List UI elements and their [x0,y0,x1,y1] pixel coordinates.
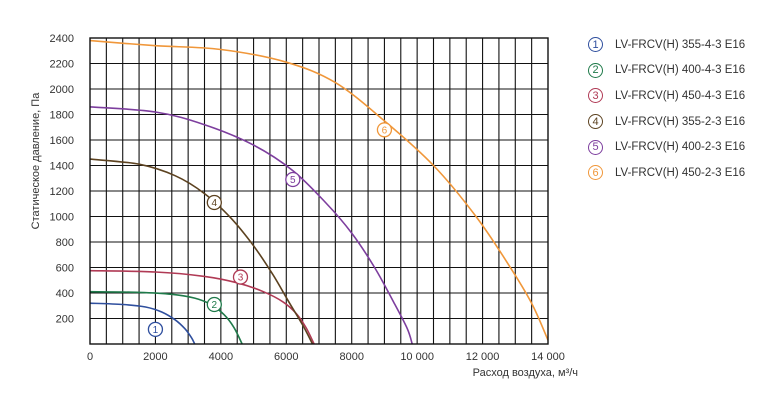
y-axis-label: Статическое давление, Па [30,92,42,230]
curve-3 [89,269,315,345]
curve-marker-label-2: 2 [212,300,218,311]
curve-marker-label-6: 6 [382,125,388,136]
legend-marker: 6 [588,165,603,181]
curve-marker-3 [232,269,249,285]
x-tick-label: 4000 [209,351,233,363]
legend-label: LV-FRCV(H) 400-2-3 E16 [615,141,746,154]
legend-item: 2 LV-FRCV(H) 400-4-3 E16 [588,58,745,84]
curve-4 [89,158,314,345]
curve-marker-label-5: 5 [290,175,296,186]
legend-label: LV-FRCV(H) 450-4-3 E16 [615,89,746,102]
series-curves [89,39,549,345]
plot-frame [89,37,549,345]
legend-item: 4 LV-FRCV(H) 355-2-3 E16 [588,109,745,135]
x-tick-label: 2000 [143,351,167,363]
y-tick-label: 2200 [50,59,74,71]
legend-marker: 2 [588,62,603,78]
y-tick-label: 800 [56,237,74,249]
legend-item: 1 LV-FRCV(H) 355-4-3 E16 [588,32,745,58]
curve-2 [89,290,243,345]
grid [90,38,548,344]
curve-marker-1 [147,321,164,337]
curve-1 [89,302,196,345]
y-tick-label: 2000 [50,84,74,96]
y-tick-label: 1600 [50,135,74,147]
y-tick-label: 400 [56,288,74,300]
x-tick-label: 14 000 [531,351,565,363]
y-tick-label: 200 [56,314,74,326]
axis-ticks: 2004006008001000120014001600180020002200… [50,33,565,363]
y-tick-label: 2400 [50,33,74,45]
y-tick-label: 1000 [50,212,74,224]
curve-marker-label-4: 4 [212,198,218,209]
curve-5 [89,106,413,345]
series-markers: 1 2 3 4 5 6 [147,122,393,337]
curve-marker-5 [285,171,301,188]
y-tick-label: 1800 [50,110,74,122]
legend: 1 LV-FRCV(H) 355-4-3 E16 2 LV-FRCV(H) 400-4… [588,32,745,186]
y-tick-label: 1200 [50,186,74,198]
legend-label: LV-FRCV(H) 355-4-3 E16 [615,38,746,51]
x-tick-label: 6000 [274,351,298,363]
legend-label: LV-FRCV(H) 400-4-3 E16 [615,64,746,77]
legend-label: LV-FRCV(H) 355-2-3 E16 [615,115,746,128]
curve-marker-6 [376,122,393,138]
curve-marker-label-1: 1 [153,325,159,336]
y-tick-label: 600 [56,263,74,275]
curve-6 [89,39,549,341]
legend-marker: 4 [588,114,603,130]
x-tick-label: 12 000 [466,351,500,363]
legend-marker: 5 [588,139,603,155]
curve-marker-4 [206,194,222,211]
x-tick-label: 10 000 [400,351,434,363]
legend-item: 3 LV-FRCV(H) 450-4-3 E16 [588,83,745,109]
x-tick-label: 8000 [339,351,363,363]
legend-item: 5 LV-FRCV(H) 400-2-3 E16 [588,134,745,160]
x-tick-label: 0 [87,351,93,363]
curve-marker-label-3: 3 [238,273,244,284]
y-tick-label: 1400 [50,161,74,173]
x-axis-label: Расход воздуха, м³/ч [473,367,578,379]
legend-item: 6 LV-FRCV(H) 450-2-3 E16 [588,160,745,186]
legend-label: LV-FRCV(H) 450-2-3 E16 [615,166,746,179]
legend-marker: 3 [588,88,603,104]
curve-marker-2 [206,296,222,313]
legend-marker: 1 [588,37,603,53]
